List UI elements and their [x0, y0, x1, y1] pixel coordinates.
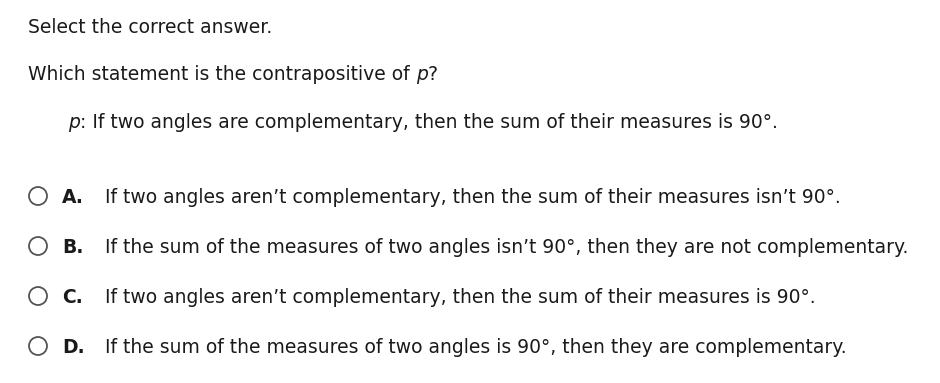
- Text: p: p: [68, 113, 80, 132]
- Text: If the sum of the measures of two angles isn’t 90°, then they are not complement: If the sum of the measures of two angles…: [105, 238, 908, 257]
- Text: : If two angles are complementary, then the sum of their measures is 90°.: : If two angles are complementary, then …: [80, 113, 777, 132]
- Text: Which statement is the contrapositive of: Which statement is the contrapositive of: [28, 65, 415, 84]
- Text: ?: ?: [428, 65, 437, 84]
- Text: If the sum of the measures of two angles is 90°, then they are complementary.: If the sum of the measures of two angles…: [105, 338, 847, 357]
- Text: C.: C.: [62, 288, 83, 307]
- Text: D.: D.: [62, 338, 85, 357]
- Text: A.: A.: [62, 188, 84, 207]
- Text: If two angles aren’t complementary, then the sum of their measures is 90°.: If two angles aren’t complementary, then…: [105, 288, 816, 307]
- Text: B.: B.: [62, 238, 84, 257]
- Text: If two angles aren’t complementary, then the sum of their measures isn’t 90°.: If two angles aren’t complementary, then…: [105, 188, 840, 207]
- Text: p: p: [415, 65, 428, 84]
- Text: Select the correct answer.: Select the correct answer.: [28, 18, 273, 37]
